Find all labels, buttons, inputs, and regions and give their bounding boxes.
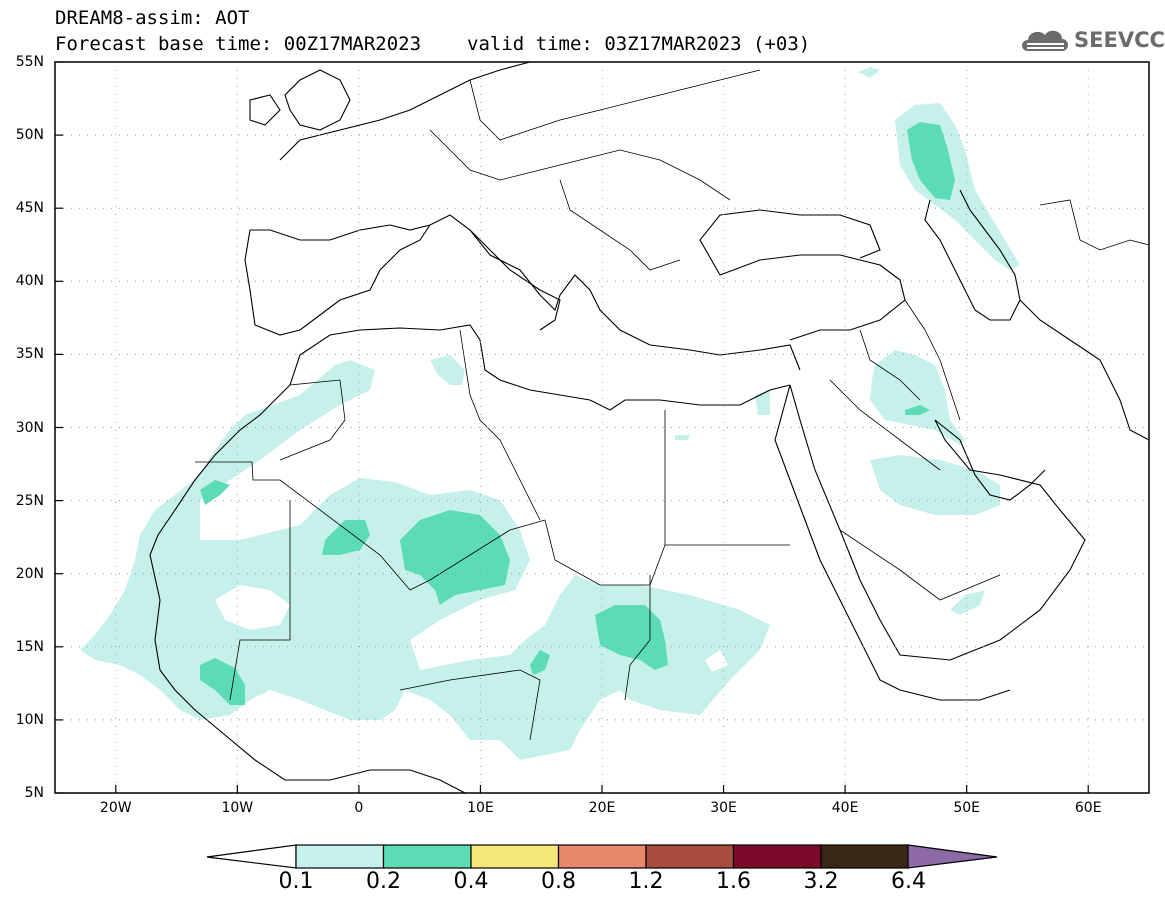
lat-label-2: 45N [15,200,44,217]
persian-gulf [934,419,1046,501]
border-niger-nigeria [399,669,541,741]
border-egypt-sudan [664,410,790,546]
lat-label-1: 50N [15,127,44,144]
lat-label-10: 5N [24,785,44,801]
border-algeria-mali [409,519,546,591]
lat-label-3: 40N [15,273,44,290]
tunisia-plume [430,355,465,385]
aot-shading [80,67,1020,760]
ireland [249,94,281,126]
chart-title: DREAM8-assim: AOT [55,7,250,29]
iberia [244,224,431,336]
lat-label-9: 10N [15,711,44,728]
british-isles [284,69,351,131]
lon-label-7: 50E [953,800,980,816]
egypt-strip [675,435,690,440]
colorbar-box-1 [382,844,472,869]
arabia-plume [870,455,1000,515]
lon-label-0: 20W [99,800,132,816]
caspian-core [907,122,955,200]
niger-gap [215,585,290,630]
border-libya-chad [544,519,666,586]
country-borders [195,69,1149,741]
colorbar-label-4: 1.2 [628,869,664,894]
lon-label-8: 60E [1074,800,1102,816]
base-time: Forecast base time: 00Z17MAR2023 [55,33,422,55]
lon-label-1: 10W [221,800,254,816]
lat-label-8: 15N [15,638,44,655]
iran-east [1019,299,1149,441]
africa-north-coast [149,324,791,556]
lat-label-5: 30N [15,419,44,436]
lon-label-4: 20E [588,800,616,816]
lon-label-6: 40E [831,800,859,816]
border-mali-niger [229,500,291,701]
turkey [719,254,906,341]
colorbar-box-2 [470,844,560,869]
chad-gap [705,650,728,672]
border-europe-2 [469,69,761,141]
colorbar-box-5 [732,844,822,869]
caspian-sea [924,189,1021,321]
colorbar-label-3: 0.8 [541,869,576,894]
sinai-plume [755,390,770,415]
lon-label-2: 0 [354,800,364,816]
seevccc-logo: SEEVCCC [1018,24,1165,58]
forecast-times: Forecast base time: 00Z17MAR2023 valid ti… [55,33,810,55]
colorbar-low-arrow [206,844,297,869]
colorbar-box-6 [820,844,910,869]
italy [469,229,561,331]
red-sea-west [774,384,1011,701]
colorbar-label-7: 6.4 [891,869,926,894]
colorbar-label-6: 3.2 [803,869,839,894]
cloud-icon [1022,30,1068,51]
border-libya-tunisia [459,329,541,521]
border-iraq [859,329,921,401]
mauritania-core [200,480,230,505]
africa-west-coast [149,554,466,793]
axis-ticks [55,61,1089,794]
colorbar-label-1: 0.2 [366,869,401,894]
caspian-top-plume [858,67,880,78]
lon-label-3: 10E [467,800,494,816]
valid-time: valid time: 03Z17MAR2023 (+03) [467,33,811,55]
lon-label-5: 30E [710,800,737,816]
senegal-core [200,658,245,705]
europe-south [250,214,801,371]
iraq-core [905,405,930,415]
border-mauritania [195,461,411,591]
yemen-plume [950,590,985,615]
colorbar-box-4 [645,844,735,869]
border-chad-sudan [624,575,651,701]
colorbar-label-0: 0.1 [278,869,314,894]
lat-label-7: 20N [15,565,44,582]
logo-text: SEEVCCC [1074,28,1165,52]
colorbar-box-3 [557,844,647,869]
arabia-coast [789,384,1086,661]
border-saudi [829,379,1001,601]
colorbar-box-0 [295,844,385,869]
border-kazakh [1039,199,1149,251]
lat-label-4: 35N [15,346,44,363]
nigeria-core [530,650,550,675]
black-sea [699,209,881,276]
colorbar-high-arrow [907,844,998,869]
lat-label-6: 25N [15,492,44,509]
mali-core [322,520,370,555]
colorbar-label-2: 0.4 [453,869,489,894]
border-europe-1 [429,129,731,201]
border-iran-iraq [904,299,961,421]
border-europe-3 [559,179,681,271]
colorbar-label-5: 1.6 [716,869,751,894]
lat-label-0: 55N [15,54,44,70]
border-algeria-morocco [279,379,346,461]
colorbar-boxes [295,844,910,869]
